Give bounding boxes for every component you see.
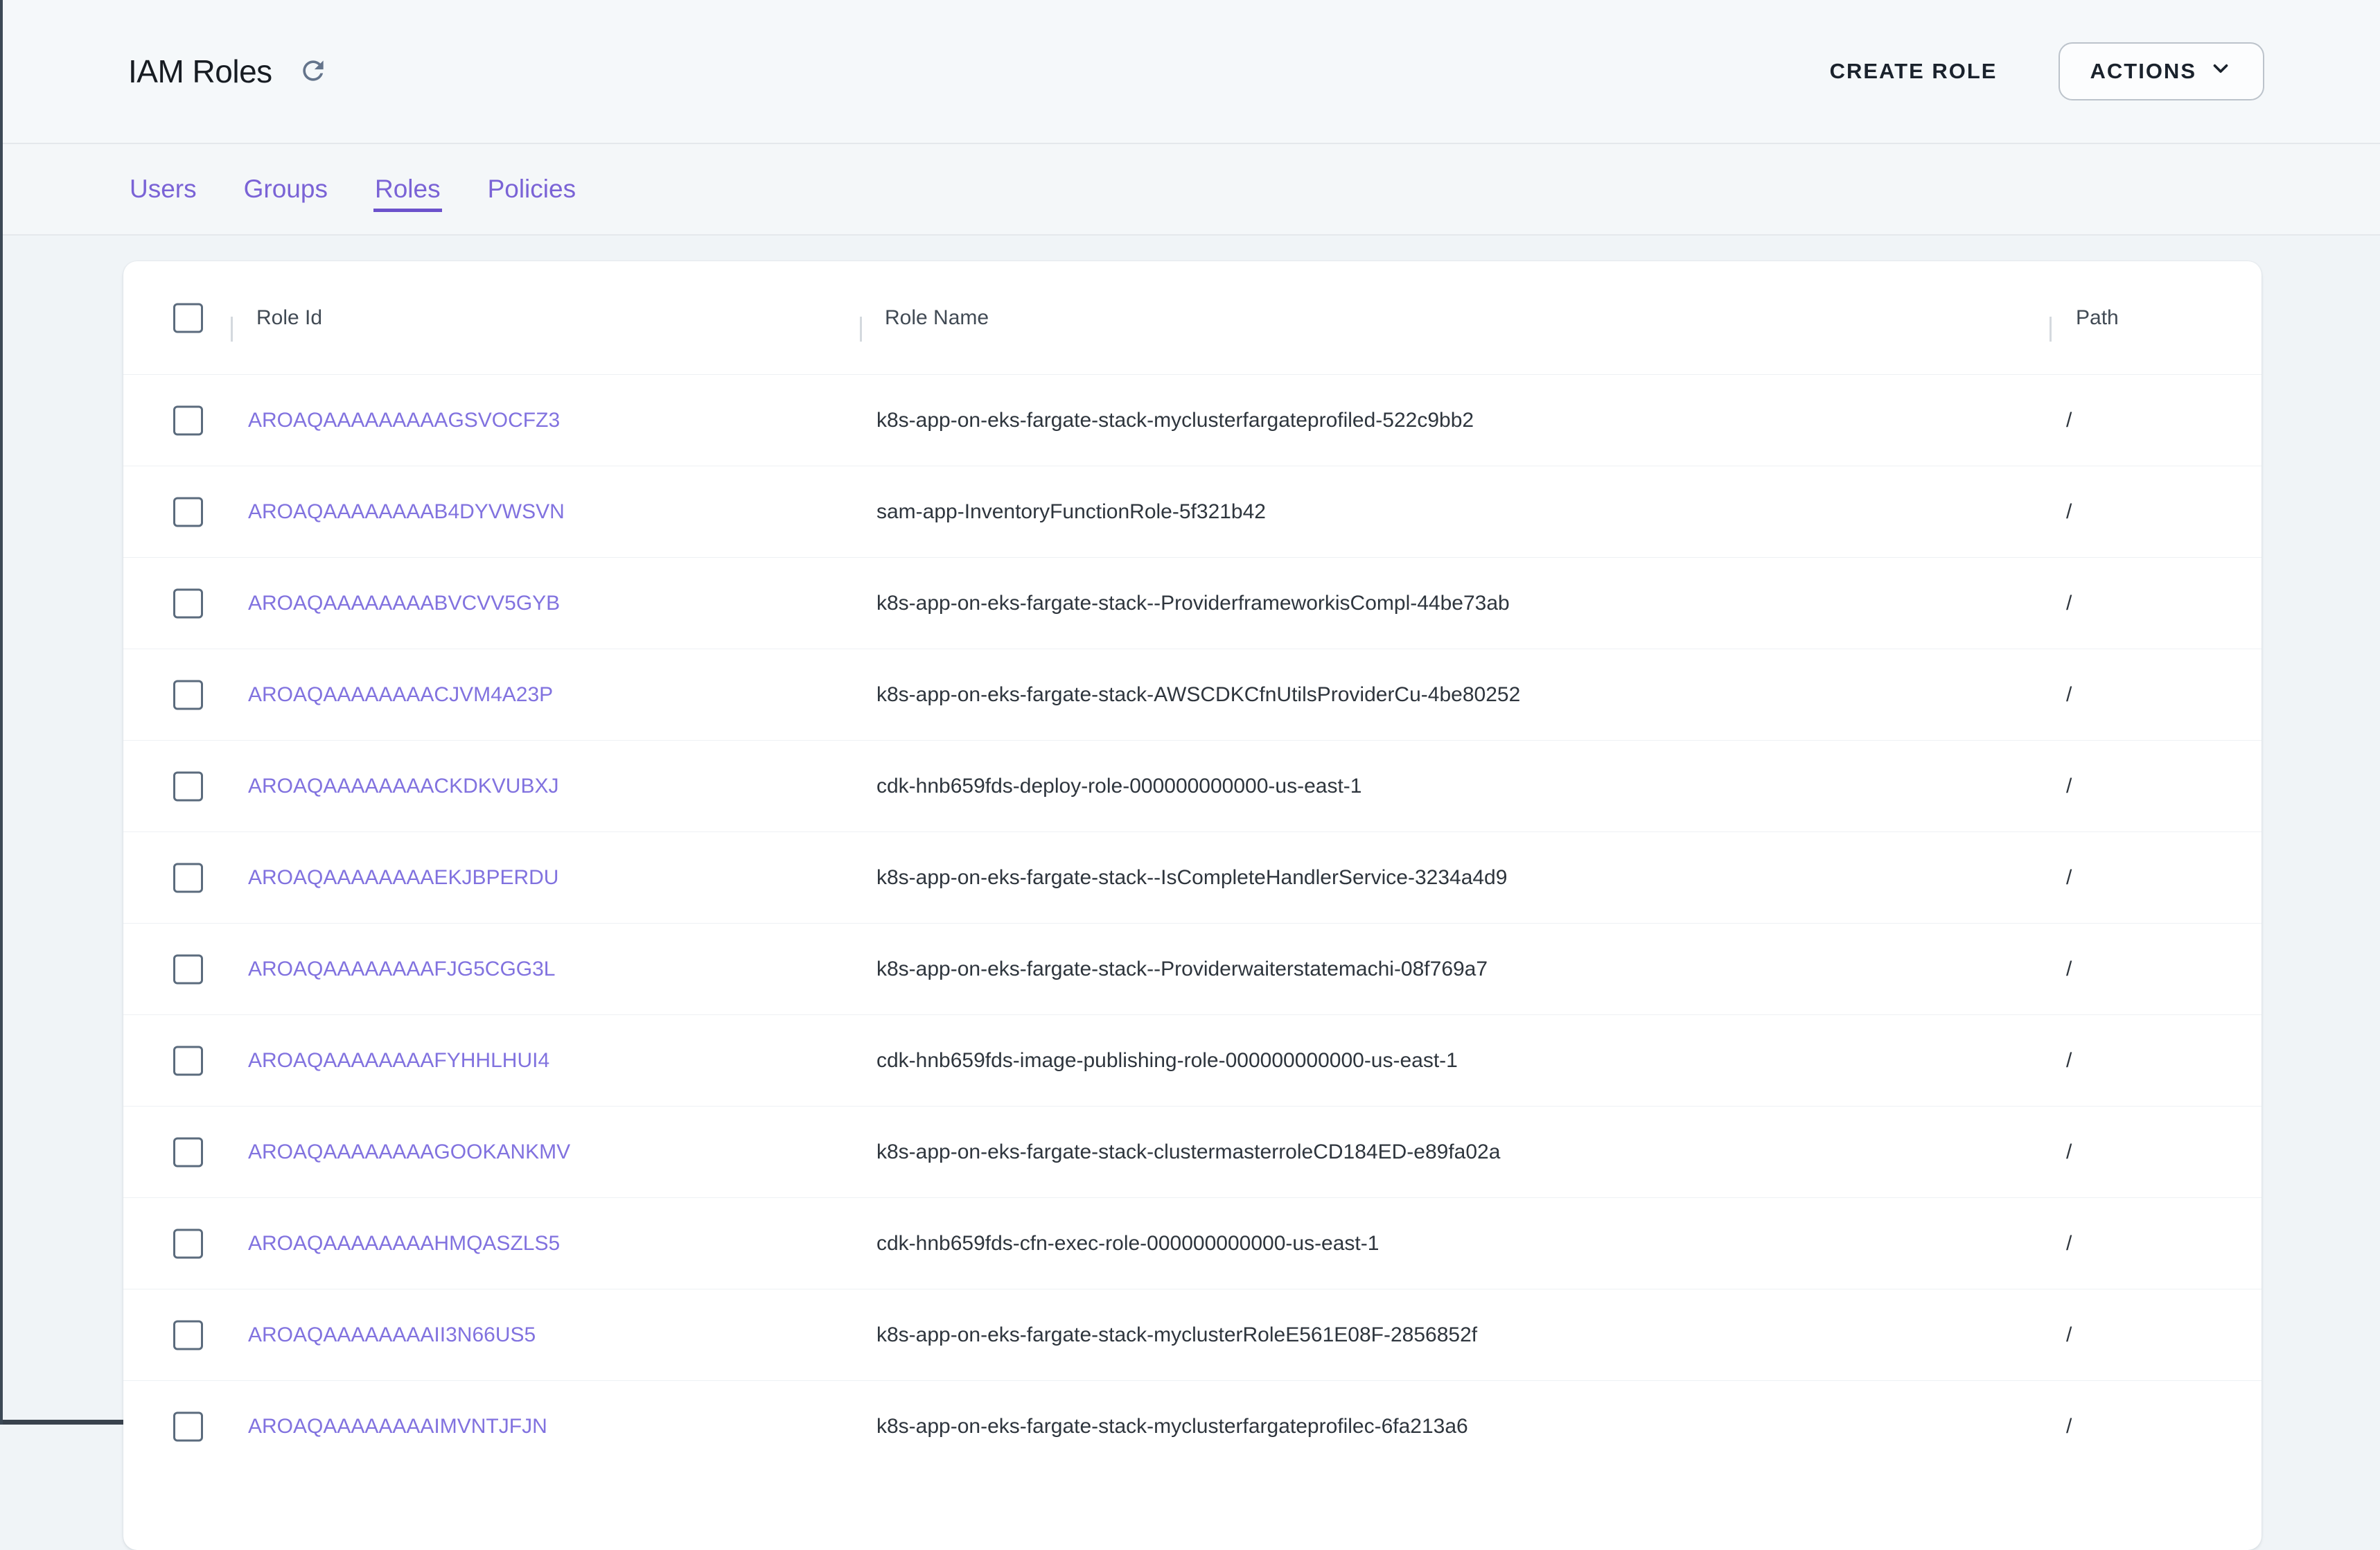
create-role-button[interactable]: CREATE ROLE [1826, 58, 2002, 85]
path-cell: / [2066, 774, 2072, 798]
path-cell: / [2066, 1048, 2072, 1072]
role-id-link[interactable]: AROAQAAAAAAAAHMQASZLS5 [248, 1231, 561, 1255]
table-row: AROAQAAAAAAAAII3N66US5 k8s-app-on-eks-fa… [123, 1289, 2262, 1380]
refresh-button[interactable] [297, 55, 329, 87]
role-name-cell: cdk-hnb659fds-image-publishing-role-0000… [876, 1048, 1458, 1072]
role-name-cell: k8s-app-on-eks-fargate-stack-clustermast… [876, 1140, 1501, 1163]
row-checkbox[interactable] [173, 954, 203, 984]
table-row: AROAQAAAAAAAACKDKVUBXJ cdk-hnb659fds-dep… [123, 740, 2262, 831]
role-name-cell: cdk-hnb659fds-deploy-role-000000000000-u… [876, 774, 1362, 798]
iam-tabs: Users Groups Roles Policies [0, 144, 2380, 236]
role-name-cell: sam-app-InventoryFunctionRole-5f321b42 [876, 500, 1266, 523]
role-id-link[interactable]: AROAQAAAAAAAAB4DYVWSVN [248, 500, 565, 523]
tab-groups[interactable]: Groups [243, 175, 328, 203]
path-cell: / [2066, 1140, 2072, 1163]
row-checkbox[interactable] [173, 1228, 203, 1258]
sidebar-bottom-edge [0, 1420, 123, 1425]
path-cell: / [2066, 1414, 2072, 1438]
role-name-cell: cdk-hnb659fds-cfn-exec-role-000000000000… [876, 1231, 1379, 1255]
actions-button-label: ACTIONS [2090, 59, 2196, 83]
path-cell: / [2066, 682, 2072, 706]
tab-users[interactable]: Users [130, 175, 197, 203]
path-cell: / [2066, 957, 2072, 980]
row-checkbox[interactable] [173, 1046, 203, 1075]
select-all-checkbox[interactable] [173, 303, 203, 333]
row-checkbox[interactable] [173, 771, 203, 801]
table-row: AROAQAAAAAAAAB4DYVWSVN sam-app-Inventory… [123, 466, 2262, 557]
column-divider [860, 317, 862, 342]
role-name-cell: k8s-app-on-eks-fargate-stack-myclusterRo… [876, 1323, 1478, 1346]
role-name-cell: k8s-app-on-eks-fargate-stack-myclusterfa… [876, 1414, 1468, 1438]
role-id-link[interactable]: AROAQAAAAAAAAIMVNTJFJN [248, 1414, 547, 1438]
table-row: AROAQAAAAAAAAIMVNTJFJN k8s-app-on-eks-fa… [123, 1380, 2262, 1472]
window-edge [0, 0, 3, 1425]
row-checkbox[interactable] [173, 405, 203, 435]
path-cell: / [2066, 591, 2072, 615]
column-divider [231, 317, 233, 342]
path-cell: / [2066, 865, 2072, 889]
role-id-link[interactable]: AROAQAAAAAAAACKDKVUBXJ [248, 774, 559, 798]
page-header: IAM Roles CREATE ROLE ACTIONS [0, 0, 2380, 144]
roles-table-card: Role Id Role Name Path AROAQAAAAAAAAAGSV… [123, 261, 2262, 1550]
column-header-role-name: Role Name [885, 306, 989, 329]
row-checkbox[interactable] [173, 680, 203, 710]
role-id-link[interactable]: AROAQAAAAAAAAII3N66US5 [248, 1323, 536, 1346]
role-name-cell: k8s-app-on-eks-fargate-stack-AWSCDKCfnUt… [876, 682, 1521, 706]
tab-roles[interactable]: Roles [373, 172, 442, 212]
table-row: AROAQAAAAAAAAGOOKANKMV k8s-app-on-eks-fa… [123, 1106, 2262, 1197]
row-checkbox[interactable] [173, 863, 203, 892]
role-id-link[interactable]: AROAQAAAAAAAAGOOKANKMV [248, 1140, 571, 1163]
table-row: AROAQAAAAAAAABVCVV5GYB k8s-app-on-eks-fa… [123, 557, 2262, 649]
row-checkbox[interactable] [173, 1411, 203, 1441]
table-row: AROAQAAAAAAAAHMQASZLS5 cdk-hnb659fds-cfn… [123, 1197, 2262, 1289]
chevron-down-icon [2209, 57, 2232, 86]
row-checkbox[interactable] [173, 1320, 203, 1350]
role-name-cell: k8s-app-on-eks-fargate-stack-myclusterfa… [876, 408, 1474, 432]
role-name-cell: k8s-app-on-eks-fargate-stack--Providerfr… [876, 591, 1510, 615]
path-cell: / [2066, 408, 2072, 432]
refresh-icon [298, 55, 328, 88]
page-title: IAM Roles [128, 53, 272, 89]
table-row: AROAQAAAAAAAAFJG5CGG3L k8s-app-on-eks-fa… [123, 923, 2262, 1014]
path-cell: / [2066, 1323, 2072, 1346]
role-name-cell: k8s-app-on-eks-fargate-stack--Providerwa… [876, 957, 1488, 980]
column-header-path: Path [2076, 306, 2119, 329]
table-row: AROAQAAAAAAAACJVM4A23P k8s-app-on-eks-fa… [123, 649, 2262, 740]
table-body: AROAQAAAAAAAAAGSVOCFZ3 k8s-app-on-eks-fa… [123, 374, 2262, 1472]
role-id-link[interactable]: AROAQAAAAAAAAFYHHLHUI4 [248, 1048, 550, 1072]
row-checkbox[interactable] [173, 497, 203, 527]
table-row: AROAQAAAAAAAAEKJBPERDU k8s-app-on-eks-fa… [123, 831, 2262, 923]
path-cell: / [2066, 500, 2072, 523]
row-checkbox[interactable] [173, 588, 203, 618]
tab-policies[interactable]: Policies [487, 175, 576, 203]
column-header-role-id: Role Id [256, 306, 323, 329]
path-cell: / [2066, 1231, 2072, 1255]
role-id-link[interactable]: AROAQAAAAAAAACJVM4A23P [248, 682, 554, 706]
role-id-link[interactable]: AROAQAAAAAAAAFJG5CGG3L [248, 957, 556, 980]
table-row: AROAQAAAAAAAAFYHHLHUI4 cdk-hnb659fds-ima… [123, 1014, 2262, 1106]
role-id-link[interactable]: AROAQAAAAAAAABVCVV5GYB [248, 591, 561, 615]
table-header-row: Role Id Role Name Path [123, 261, 2262, 374]
role-name-cell: k8s-app-on-eks-fargate-stack--IsComplete… [876, 865, 1508, 889]
actions-button[interactable]: ACTIONS [2058, 42, 2264, 100]
table-row: AROAQAAAAAAAAAGSVOCFZ3 k8s-app-on-eks-fa… [123, 374, 2262, 466]
row-checkbox[interactable] [173, 1137, 203, 1167]
role-id-link[interactable]: AROAQAAAAAAAAEKJBPERDU [248, 865, 559, 889]
column-divider [2050, 317, 2052, 342]
role-id-link[interactable]: AROAQAAAAAAAAAGSVOCFZ3 [248, 408, 561, 432]
